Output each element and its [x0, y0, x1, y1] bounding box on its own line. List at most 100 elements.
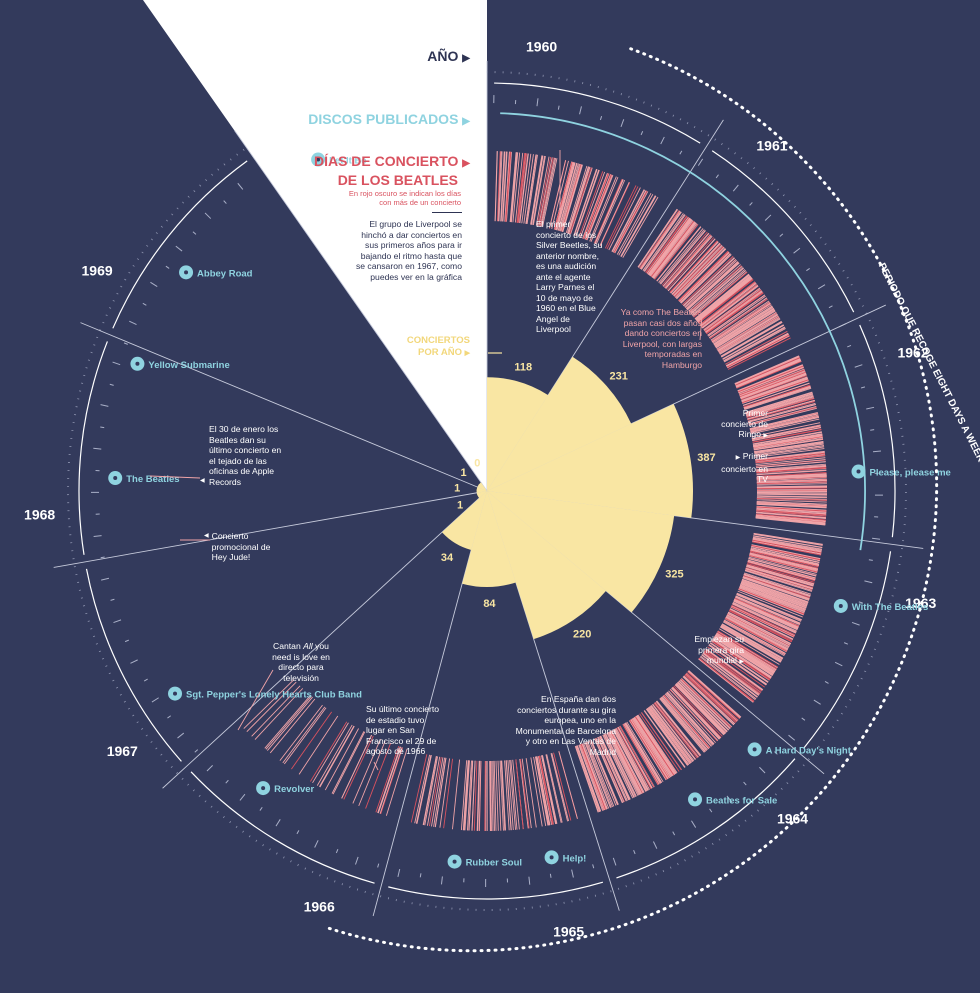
arrow-right-icon: ▶: [763, 433, 768, 439]
tick-dot: [791, 776, 794, 779]
concert-day-bar: [749, 551, 819, 569]
tick-dot: [229, 821, 232, 824]
concert-day-bar: [736, 592, 802, 621]
concert-day-bar: [751, 422, 821, 438]
concert-day-bar: [755, 452, 825, 462]
concert-day-bar: [754, 445, 825, 456]
tick-dot: [890, 380, 893, 382]
concert-day-bar: [630, 719, 669, 779]
concert-day-bar: [719, 626, 781, 663]
concert-day-bar: [729, 609, 793, 642]
tick-dot: [192, 789, 195, 792]
concert-day-bar: [754, 441, 824, 453]
tick-dot: [718, 838, 721, 841]
tick-dot: [885, 365, 888, 367]
concert-day-bar: [604, 185, 637, 249]
concert-day-bar: [541, 755, 557, 825]
tick-mark: [847, 344, 852, 348]
tick-dot: [672, 114, 675, 117]
tick-mark: [579, 106, 582, 115]
concert-day-bar: [712, 304, 772, 344]
concert-day-bar: [695, 275, 751, 321]
tick-dot: [657, 107, 660, 110]
concert-day-bar: [680, 678, 732, 728]
concert-day-bar: [581, 743, 607, 810]
concert-day-bar: [756, 470, 827, 476]
tick-dot: [786, 782, 789, 785]
concert-day-bar: [558, 751, 578, 819]
concert-day-bar: [467, 760, 472, 831]
concert-day-bar: [594, 738, 624, 803]
tick-mark: [419, 873, 422, 878]
concert-day-bar: [652, 222, 697, 279]
concert-day-bar: [726, 614, 790, 648]
concert-day-bar: [539, 755, 554, 825]
concert-day-bar: [652, 703, 697, 760]
tick-dot: [836, 719, 839, 722]
concert-day-bar: [501, 760, 507, 831]
tick-dot: [304, 867, 307, 870]
concert-day-bar: [713, 636, 774, 676]
tick-mark: [354, 856, 359, 865]
concert-day-bar: [756, 487, 827, 489]
concert-day-bar: [664, 235, 712, 289]
tick-mark: [204, 212, 212, 219]
annotation-all-you-need-1: Cantan: [273, 641, 301, 651]
year-label-1966: 1966: [304, 898, 335, 914]
tick-dot: [635, 98, 638, 101]
concert-day-bar: [745, 392, 813, 414]
concert-day-bar: [629, 719, 668, 780]
concert-day-bar: [718, 316, 780, 354]
tick-mark: [150, 281, 158, 287]
concert-day-bar: [638, 209, 679, 268]
concert-day-bar: [667, 691, 715, 745]
concert-day-bar: [494, 151, 498, 222]
concert-day-bar: [756, 483, 827, 486]
concert-day-bar: [753, 436, 823, 449]
concert-day-bar: [678, 250, 729, 301]
concert-day-bar: [720, 626, 782, 663]
concert-day-bar: [607, 732, 641, 795]
concert-day-bar: [743, 574, 811, 598]
wedge-value-label: 231: [610, 371, 628, 383]
tick-mark: [129, 320, 137, 326]
tick-dot: [119, 693, 122, 696]
concert-day-bar: [747, 561, 816, 582]
tick-dot: [80, 597, 83, 599]
annotation-leader-line: [699, 315, 703, 341]
tick-dot: [341, 883, 344, 886]
tick-dot: [870, 655, 873, 658]
concert-day-bar: [756, 499, 827, 503]
concert-day-bar: [723, 620, 786, 656]
tick-mark: [864, 580, 873, 584]
concert-day-bar: [738, 587, 805, 614]
concert-day-bar: [678, 680, 729, 731]
concert-day-bar: [502, 151, 507, 222]
concert-day-bar: [735, 357, 800, 386]
concert-day-bar: [722, 621, 785, 657]
legend-concert-days-label-1: DÍAS DE CONCIERTO: [313, 153, 459, 169]
tick-dot: [849, 699, 852, 701]
concert-day-bar: [341, 734, 373, 799]
legend-albums-label: DISCOS PUBLICADOS: [308, 111, 459, 127]
concert-day-bar: [756, 469, 827, 475]
concert-day-bar: [711, 639, 771, 680]
tick-dot: [216, 810, 219, 813]
arrow-right-icon: ▶: [462, 158, 470, 169]
tick-dot: [123, 700, 126, 703]
tick-dot: [136, 258, 140, 261]
album-title: Sgt. Pepper's Lonely Hearts Club Band: [186, 690, 362, 701]
concert-day-bar: [753, 438, 824, 451]
concert-day-bar: [756, 487, 827, 490]
concert-day-bar: [749, 554, 818, 573]
concert-day-bar: [662, 232, 710, 287]
concert-day-bar: [686, 672, 739, 721]
concert-day-bar: [283, 707, 327, 765]
concert-day-bar: [741, 376, 808, 401]
concert-day-bar: [594, 179, 624, 244]
concert-day-bar: [749, 553, 818, 571]
concert-day-bar: [704, 289, 762, 332]
concert-day-bar: [753, 438, 824, 450]
concert-day-bar: [721, 624, 783, 660]
